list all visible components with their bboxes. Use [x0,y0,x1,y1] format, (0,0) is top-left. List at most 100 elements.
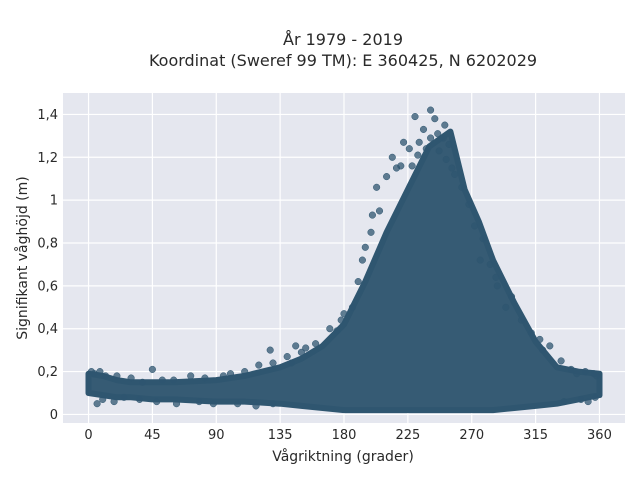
data-point [415,138,423,146]
x-tick-label: 360 [587,428,612,443]
data-point [539,346,547,354]
data-point [158,376,166,384]
data-point [397,162,405,170]
data-point [492,273,500,281]
data-point [326,325,334,333]
data-point [241,368,249,376]
data-point [172,400,181,408]
data-point [283,353,291,361]
data-point [187,372,195,380]
data-point [373,183,381,191]
point-cloud-band [85,128,603,414]
data-point [408,162,416,170]
data-point [400,138,408,146]
data-point [110,398,118,406]
data-point [269,400,277,408]
y-axis-ticks: 0 0,2 0,4 0,6 0,8 1 1,2 1,4 [37,108,58,423]
data-point [87,368,95,376]
x-tick-label: 90 [208,428,225,443]
data-point [560,398,568,406]
data-point [471,222,479,230]
data-point [234,400,242,408]
y-tick-label: 0,2 [37,365,58,380]
data-point [201,374,209,382]
data-point [348,303,357,311]
y-tick-label: 1,4 [37,108,58,123]
x-tick-label: 315 [523,428,548,443]
data-point [195,398,203,406]
data-point [138,378,147,386]
data-point [427,106,435,114]
x-tick-label: 180 [332,428,357,443]
x-tick-label: 45 [144,428,161,443]
data-point [439,134,447,142]
data-point [581,368,589,376]
data-point [102,372,110,380]
data-point [255,361,263,369]
data-point [584,398,592,406]
data-point [431,115,439,123]
data-point [153,398,161,406]
data-point [448,164,456,172]
y-tick-label: 1,2 [37,151,58,166]
data-point [546,342,554,350]
y-tick-label: 1 [50,194,58,209]
x-tick-label: 135 [268,428,293,443]
data-point [414,151,422,159]
data-point [476,256,484,264]
data-point [593,372,601,380]
x-axis-label: Vågriktning (grader) [272,448,414,465]
data-point [302,344,310,352]
chart-title-line-1: År 1979 - 2019 [283,30,403,49]
data-point [451,170,459,178]
x-tick-label: 270 [459,428,484,443]
data-point [388,153,396,161]
data-point [442,155,450,163]
data-point [434,130,442,138]
data-point [486,260,494,268]
data-point [577,395,585,403]
data-point [573,370,581,378]
data-point [266,346,274,354]
data-point [427,134,435,142]
data-point [375,207,384,215]
data-point [419,125,428,133]
data-point [517,316,525,324]
y-tick-label: 0,8 [37,237,58,252]
data-point [93,400,101,408]
data-point [502,303,510,311]
data-point [136,395,144,403]
data-point [507,293,516,301]
y-axis-label: Signifikant våghöjd (m) [14,176,31,339]
data-point [209,400,217,408]
data-point [367,228,375,236]
data-point [170,376,178,384]
data-point [445,140,453,148]
data-point [287,359,296,367]
data-point [113,372,121,380]
x-tick-label: 225 [395,428,420,443]
y-tick-label: 0,6 [37,279,58,294]
data-point [458,183,466,191]
data-point [127,374,135,382]
data-point [383,173,391,181]
x-tick-label: 0 [84,428,92,443]
data-points [85,106,603,414]
y-tick-label: 0,4 [37,322,58,337]
data-point [435,147,443,155]
chart-title-line-2: Koordinat (Sweref 99 TM): E 360425, N 62… [149,51,537,70]
data-point [297,348,305,356]
data-point [591,393,599,401]
data-point [148,365,156,373]
data-point [361,243,369,251]
data-point [368,211,376,219]
data-point [567,365,575,373]
data-point [441,121,449,129]
data-point [333,327,341,335]
x-axis-ticks: 0 45 90 135 180 225 270 315 360 [84,428,611,443]
data-point [557,357,565,365]
data-point [358,256,366,264]
data-point [340,310,348,318]
